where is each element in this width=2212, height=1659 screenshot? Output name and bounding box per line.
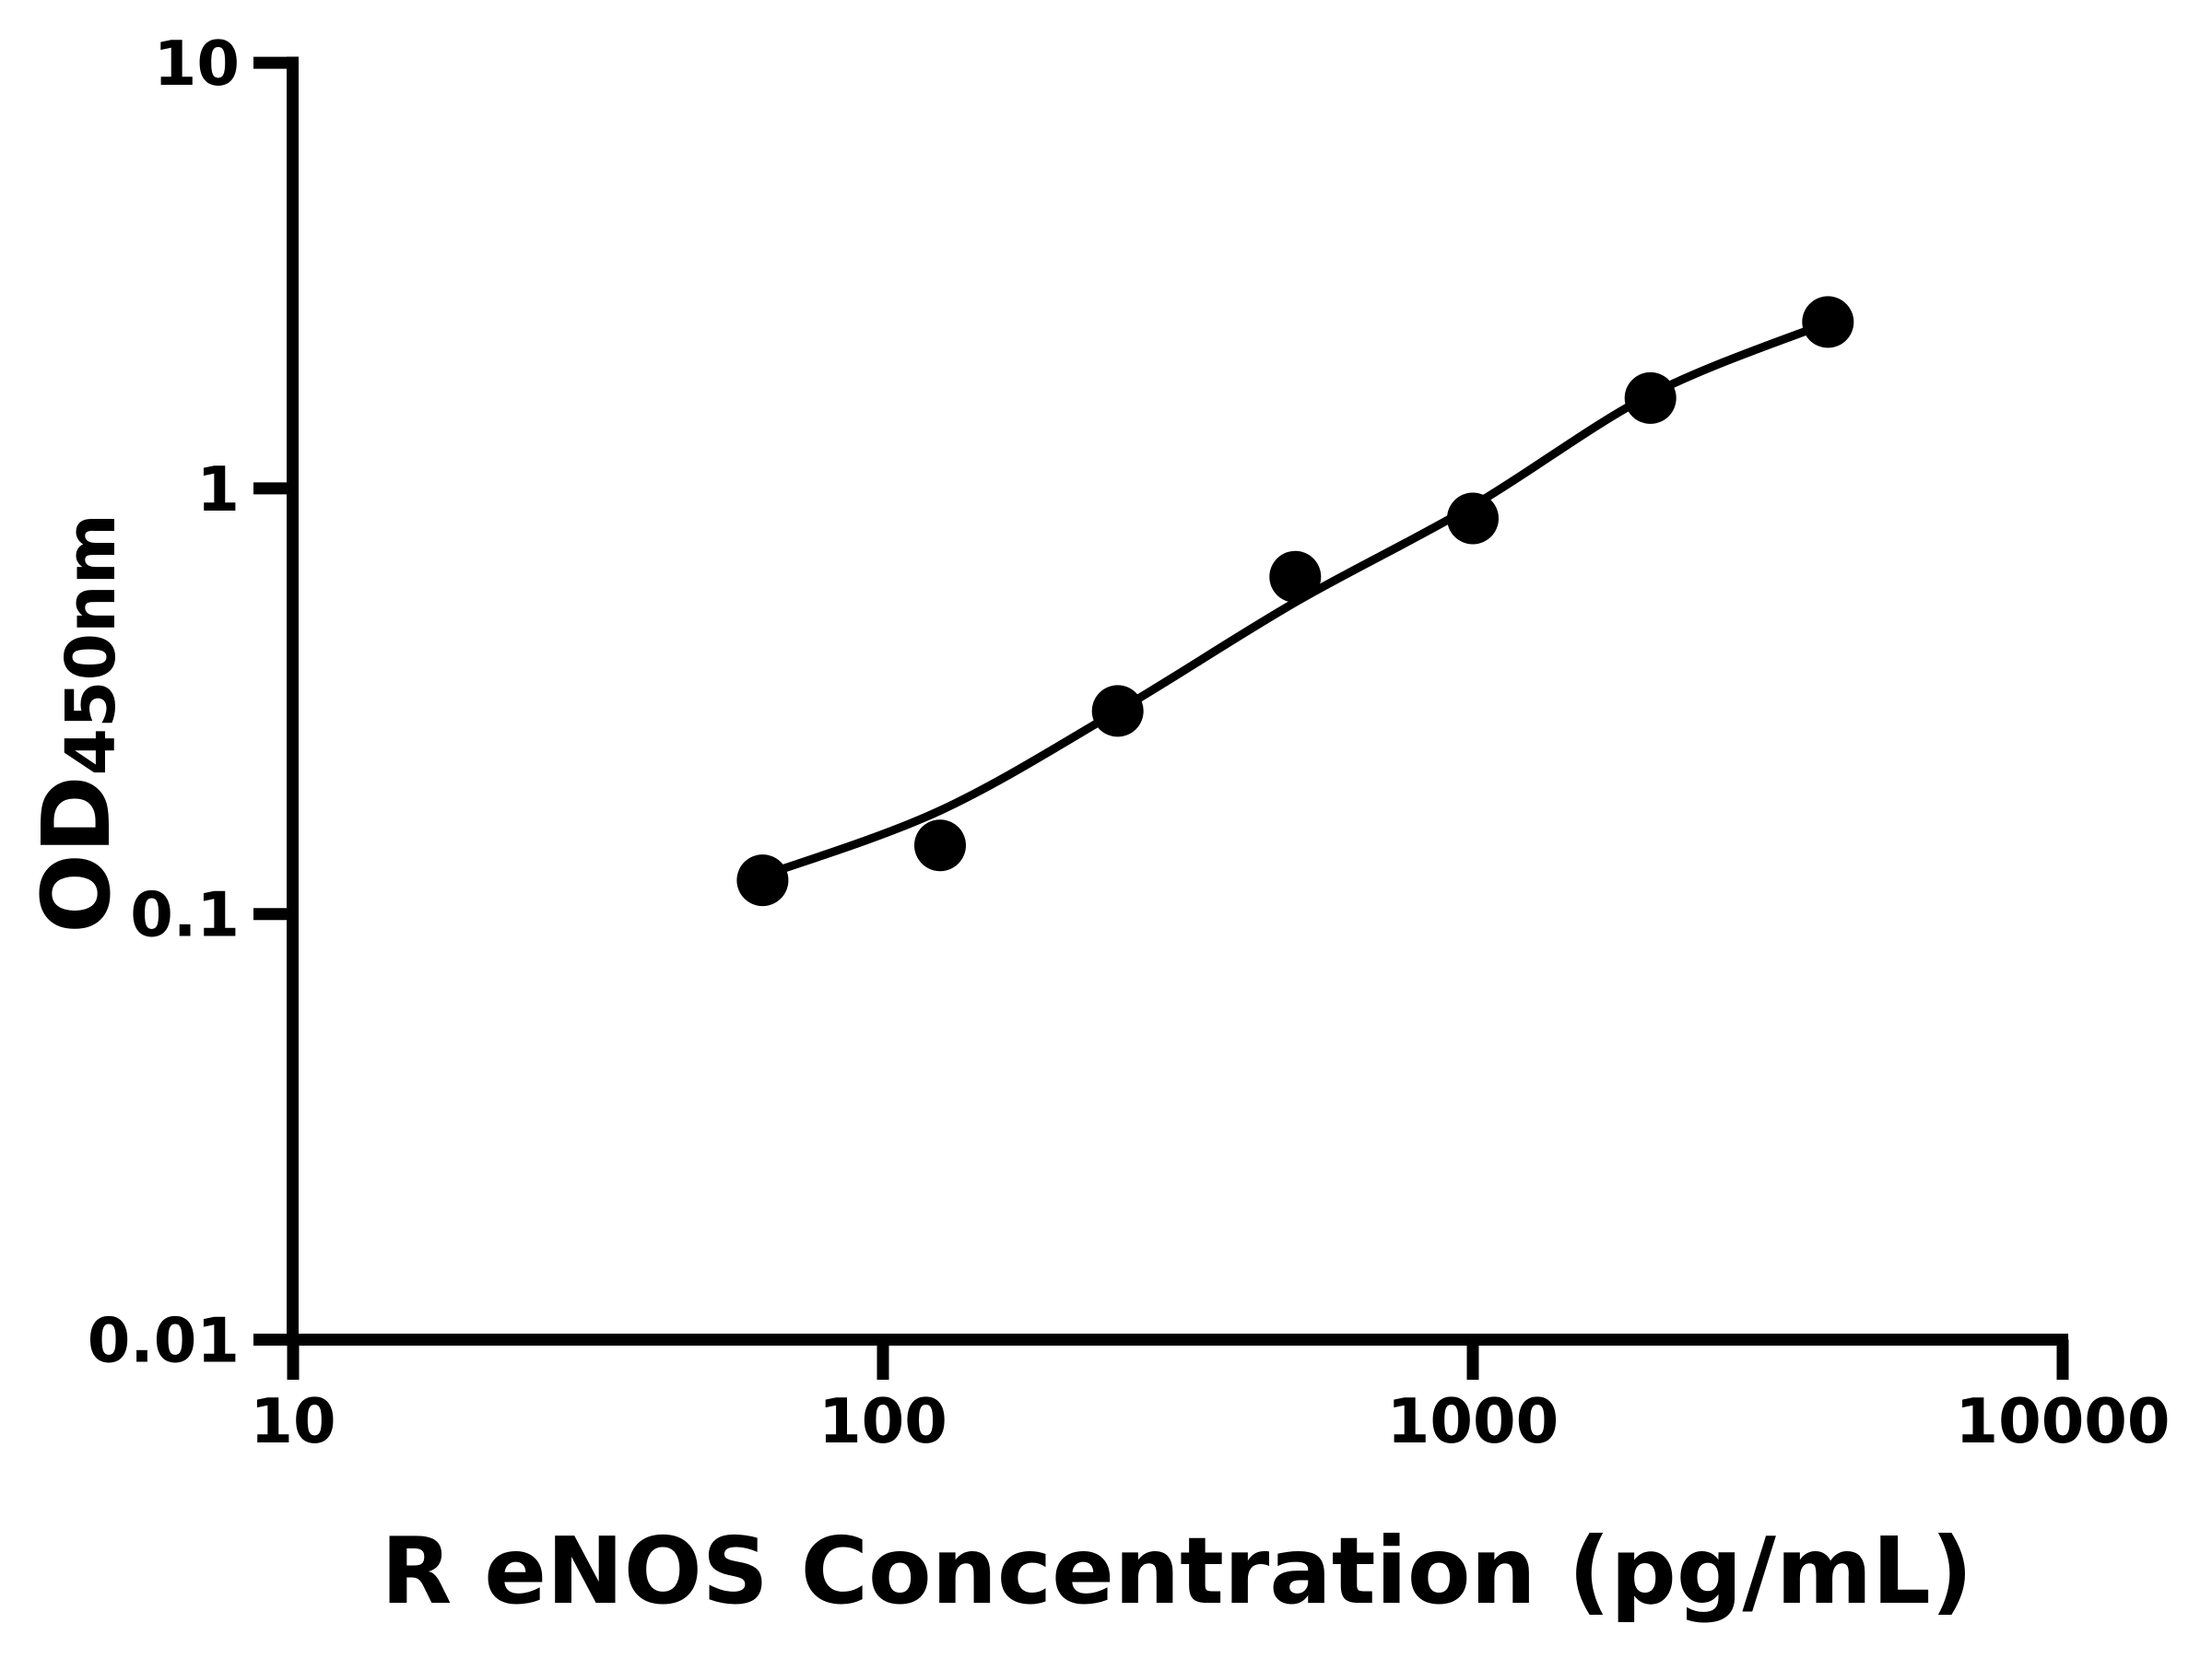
y-axis-tick-labels: 10 1 0.1 0.01 — [88, 28, 240, 1376]
x-tick-label: 1000 — [1387, 1385, 1559, 1457]
y-tick-label: 10 — [154, 28, 240, 100]
y-tick-label: 0.1 — [130, 879, 240, 951]
data-point — [1802, 296, 1854, 348]
x-tick-label: 100 — [818, 1385, 947, 1457]
x-tick-label: 10 — [250, 1385, 335, 1457]
data-point — [736, 854, 789, 907]
data-point — [1269, 550, 1322, 603]
y-tick-label: 1 — [196, 453, 240, 525]
y-axis-title-subscript: 450nm — [52, 513, 131, 775]
y-axis-title-main: OD — [22, 775, 132, 933]
x-tick-label: 10000 — [1955, 1385, 2170, 1457]
data-point — [1091, 685, 1144, 737]
y-tick-label: 0.01 — [88, 1305, 240, 1377]
y-axis-title: OD450nm — [22, 513, 132, 934]
y-axis-ticks — [253, 56, 293, 1346]
data-point — [1447, 492, 1499, 545]
x-axis-ticks — [287, 1339, 2069, 1380]
data-point — [914, 819, 966, 872]
x-axis-tick-labels: 10 100 1000 10000 — [250, 1385, 2170, 1457]
data-points — [736, 296, 1854, 907]
x-axis-title: R eNOS Concentration (pg/mL) — [381, 1517, 1972, 1625]
data-point — [1624, 371, 1677, 424]
